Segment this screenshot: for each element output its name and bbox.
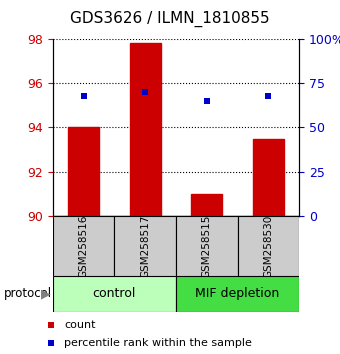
Bar	[53, 216, 114, 276]
Text: ▶: ▶	[41, 287, 51, 300]
Text: protocol: protocol	[3, 287, 52, 300]
Text: GDS3626 / ILMN_1810855: GDS3626 / ILMN_1810855	[70, 10, 270, 27]
Bar	[176, 276, 299, 312]
Bar	[191, 194, 222, 216]
Text: control: control	[92, 287, 136, 300]
Text: GSM258517: GSM258517	[140, 214, 150, 278]
Text: percentile rank within the sample: percentile rank within the sample	[64, 338, 252, 348]
Text: GSM258515: GSM258515	[202, 214, 212, 278]
Bar	[176, 216, 238, 276]
Text: GSM258516: GSM258516	[79, 214, 88, 278]
Bar	[68, 127, 99, 216]
Bar	[238, 216, 299, 276]
Bar	[253, 138, 284, 216]
Text: MIF depletion: MIF depletion	[195, 287, 280, 300]
Bar	[53, 276, 176, 312]
Bar	[130, 44, 160, 216]
Text: count: count	[64, 320, 96, 330]
Text: GSM258530: GSM258530	[264, 215, 273, 278]
Bar	[114, 216, 176, 276]
